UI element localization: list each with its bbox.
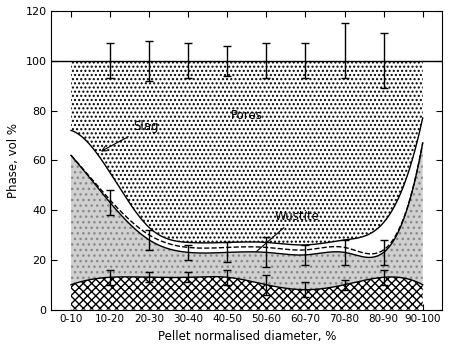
- Y-axis label: Phase, vol %: Phase, vol %: [7, 123, 20, 198]
- Text: Pores: Pores: [231, 109, 263, 122]
- X-axis label: Pellet normalised diameter, %: Pellet normalised diameter, %: [158, 330, 336, 343]
- Text: Wustite: Wustite: [250, 210, 319, 257]
- Text: Slag: Slag: [102, 120, 159, 151]
- Text: Iron: Iron: [118, 263, 141, 276]
